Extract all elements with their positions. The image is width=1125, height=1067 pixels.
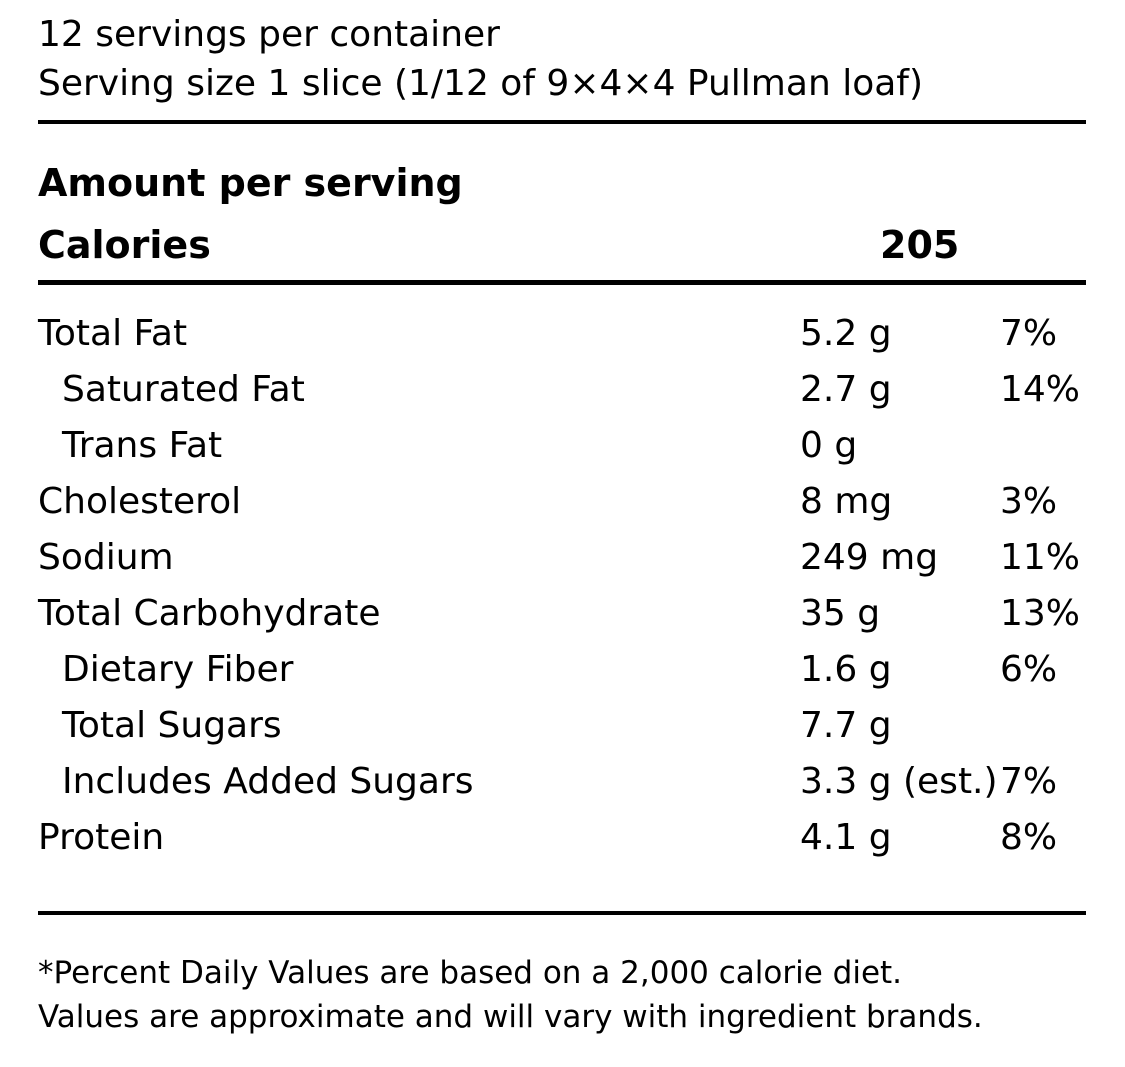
nutrient-row: Protein 4.1 g 8% <box>38 809 1086 865</box>
nutrient-amount: 7.7 g <box>800 704 892 746</box>
nutrient-row: Total Carbohydrate 35 g 13% <box>38 585 1086 641</box>
nutrient-daily-value: 8% <box>1000 816 1058 858</box>
nutrient-amount: 35 g <box>800 592 881 634</box>
calories-label: Calories <box>38 223 211 267</box>
nutrient-row: Total Fat 5.2 g 7% <box>38 305 1086 361</box>
footnote-daily-values: *Percent Daily Values are based on a 2,0… <box>38 955 903 991</box>
nutrient-daily-value: 3% <box>1000 480 1058 522</box>
amount-per-serving-heading: Amount per serving <box>38 161 463 205</box>
nutrient-amount: 249 mg <box>800 536 939 578</box>
nutrient-daily-value: 11% <box>1000 536 1081 578</box>
nutrient-row: Includes Added Sugars 3.3 g (est.) 7% <box>38 753 1086 809</box>
calories-value: 205 <box>880 223 960 267</box>
divider-top <box>38 120 1086 124</box>
nutrient-daily-value: 7% <box>1000 760 1058 802</box>
footnote-approximate: Values are approximate and will vary wit… <box>38 999 983 1035</box>
nutrient-amount: 2.7 g <box>800 368 892 410</box>
nutrient-row: Sodium 249 mg 11% <box>38 529 1086 585</box>
nutrient-name: Total Carbohydrate <box>38 592 381 634</box>
calories-row: Calories 205 <box>38 222 1086 268</box>
divider-bottom <box>38 911 1086 915</box>
nutrient-name: Total Sugars <box>62 704 282 746</box>
nutrient-name: Dietary Fiber <box>62 648 294 690</box>
nutrient-daily-value: 13% <box>1000 592 1081 634</box>
nutrient-amount: 1.6 g <box>800 648 892 690</box>
serving-size: Serving size 1 slice (1/12 of 9×4×4 Pull… <box>38 63 924 104</box>
nutrient-row: Dietary Fiber 1.6 g 6% <box>38 641 1086 697</box>
footnotes: *Percent Daily Values are based on a 2,0… <box>38 951 1086 1039</box>
nutrient-table: Total Fat 5.2 g 7% Saturated Fat 2.7 g 1… <box>38 305 1086 865</box>
nutrient-amount: 5.2 g <box>800 312 892 354</box>
nutrient-row: Cholesterol 8 mg 3% <box>38 473 1086 529</box>
nutrient-amount: 0 g <box>800 424 858 466</box>
nutrient-amount: 4.1 g <box>800 816 892 858</box>
nutrient-daily-value: 6% <box>1000 648 1058 690</box>
nutrient-row: Saturated Fat 2.7 g 14% <box>38 361 1086 417</box>
nutrient-name: Saturated Fat <box>62 368 305 410</box>
nutrient-daily-value: 14% <box>1000 368 1081 410</box>
nutrient-daily-value: 7% <box>1000 312 1058 354</box>
nutrient-name: Sodium <box>38 536 174 578</box>
nutrient-amount: 8 mg <box>800 480 893 522</box>
servings-per-container: 12 servings per container <box>38 14 500 55</box>
nutrient-name: Trans Fat <box>62 424 223 466</box>
nutrient-row: Total Sugars 7.7 g <box>38 697 1086 753</box>
nutrient-name: Includes Added Sugars <box>62 760 474 802</box>
nutrient-row: Trans Fat 0 g <box>38 417 1086 473</box>
nutrient-name: Cholesterol <box>38 480 242 522</box>
divider-middle <box>38 280 1086 285</box>
nutrient-name: Protein <box>38 816 165 858</box>
nutrient-name: Total Fat <box>38 312 188 354</box>
nutrient-amount: 3.3 g (est.) <box>800 760 998 802</box>
